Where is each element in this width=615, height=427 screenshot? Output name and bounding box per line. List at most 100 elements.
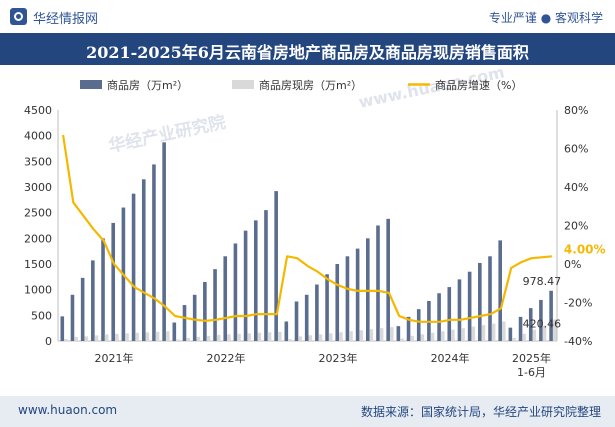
commodity-bar bbox=[539, 299, 543, 341]
existing-bar bbox=[451, 329, 455, 341]
commodity-last-label: 978.47 bbox=[523, 275, 562, 288]
commodity-bar bbox=[274, 191, 278, 341]
existing-bar bbox=[379, 328, 384, 341]
existing-bar bbox=[308, 335, 313, 341]
commodity-bar bbox=[60, 316, 65, 341]
x-tick-label: 2024年 bbox=[431, 351, 470, 365]
website-link[interactable]: www.huaon.com bbox=[18, 403, 118, 417]
commodity-bar bbox=[549, 290, 553, 341]
existing-bar bbox=[176, 339, 180, 341]
commodity-bar bbox=[366, 238, 370, 341]
commodity-bar bbox=[528, 308, 533, 341]
commodity-bar bbox=[508, 327, 513, 341]
existing-bar bbox=[186, 337, 190, 341]
commodity-bar bbox=[223, 256, 228, 341]
left-tick-label: 4500 bbox=[24, 104, 52, 117]
commodity-bar bbox=[233, 243, 238, 341]
legend-label: 商品房增速（%） bbox=[435, 78, 522, 92]
commodity-bar bbox=[162, 142, 166, 341]
existing-bar bbox=[359, 330, 364, 341]
existing-bar bbox=[135, 332, 139, 341]
top-bar: 华经情报网 专业严谨 ● 客观科学 bbox=[0, 0, 615, 33]
footer: www.huaon.com 数据来源：国家统计局，华经产业研究院整理 bbox=[0, 396, 615, 427]
existing-last-label: 420.46 bbox=[523, 317, 562, 330]
left-tick-label: 1500 bbox=[24, 258, 52, 271]
commodity-bar bbox=[315, 284, 319, 341]
commodity-bar bbox=[203, 281, 207, 341]
commodity-bar bbox=[467, 271, 472, 341]
commodity-bar bbox=[457, 279, 462, 341]
existing-bar bbox=[440, 331, 445, 341]
right-tick-label: 60% bbox=[564, 143, 588, 156]
legend-swatch bbox=[80, 80, 102, 89]
title-bar: 2021-2025年6月云南省房地产商品房及商品房现房销售面积 bbox=[0, 33, 615, 65]
commodity-bar bbox=[172, 322, 177, 341]
existing-bar bbox=[501, 321, 506, 341]
commodity-bar bbox=[498, 240, 502, 341]
existing-bar bbox=[339, 332, 343, 341]
commodity-bar bbox=[437, 293, 441, 341]
commodity-bar bbox=[396, 326, 401, 341]
commodity-bar bbox=[345, 256, 350, 341]
existing-bar bbox=[298, 336, 302, 341]
commodity-bar bbox=[70, 294, 75, 341]
right-tick-label: 0% bbox=[564, 258, 581, 271]
existing-bar bbox=[430, 332, 435, 341]
commodity-bar bbox=[294, 301, 299, 341]
existing-bar bbox=[216, 334, 221, 341]
legend-label: 商品房（万m²） bbox=[107, 78, 188, 92]
commodity-bar bbox=[111, 222, 116, 341]
commodity-bar bbox=[478, 262, 482, 341]
existing-bar bbox=[145, 332, 150, 341]
legend-swatch bbox=[232, 80, 254, 89]
existing-bar bbox=[389, 327, 394, 341]
left-tick-label: 1000 bbox=[24, 284, 52, 297]
brand-logo-icon bbox=[10, 8, 27, 25]
existing-bar bbox=[84, 336, 89, 341]
commodity-bar bbox=[518, 316, 523, 341]
watermark: 华经产业研究院 bbox=[107, 112, 228, 157]
existing-bar bbox=[522, 333, 526, 341]
commodity-bar bbox=[101, 238, 105, 341]
growth-line bbox=[62, 134, 553, 323]
existing-bar bbox=[227, 334, 231, 341]
existing-bar bbox=[481, 325, 486, 341]
existing-bar bbox=[552, 319, 557, 341]
existing-bar bbox=[206, 335, 211, 341]
existing-bar bbox=[369, 329, 374, 341]
commodity-bar bbox=[253, 220, 258, 341]
right-tick-label: 80% bbox=[564, 104, 588, 117]
existing-bar bbox=[420, 334, 425, 341]
existing-bar bbox=[155, 331, 160, 341]
left-tick-label: 0 bbox=[45, 335, 52, 348]
existing-bar bbox=[318, 334, 323, 341]
left-tick-label: 2500 bbox=[24, 207, 52, 220]
commodity-bar bbox=[152, 164, 156, 341]
x-tick-label: 2025年 bbox=[512, 351, 551, 365]
existing-bar bbox=[277, 331, 282, 341]
existing-bar bbox=[115, 333, 119, 341]
left-tick-label: 4000 bbox=[24, 130, 52, 143]
existing-bar bbox=[288, 338, 292, 341]
existing-bar bbox=[532, 329, 537, 341]
commodity-bar bbox=[213, 269, 217, 341]
commodity-bar bbox=[131, 193, 136, 341]
existing-bar bbox=[237, 333, 241, 341]
existing-bar bbox=[104, 334, 109, 341]
x-tick-label: 2022年 bbox=[207, 351, 246, 365]
existing-bar bbox=[267, 332, 272, 341]
left-tick-label: 2000 bbox=[24, 232, 52, 245]
commodity-bar bbox=[182, 305, 187, 341]
left-tick-label: 500 bbox=[31, 309, 52, 322]
right-tick-label: 40% bbox=[564, 181, 588, 194]
commodity-bar bbox=[192, 294, 197, 341]
commodity-bar bbox=[325, 274, 329, 341]
existing-bar bbox=[125, 333, 129, 341]
growth-last-label: 4.00% bbox=[564, 242, 606, 256]
existing-bar bbox=[410, 335, 414, 341]
existing-bar bbox=[400, 338, 404, 341]
left-tick-label: 3000 bbox=[24, 181, 52, 194]
commodity-bar bbox=[80, 277, 85, 341]
existing-bar bbox=[74, 336, 78, 341]
x-tick-label: 2023年 bbox=[319, 351, 358, 365]
